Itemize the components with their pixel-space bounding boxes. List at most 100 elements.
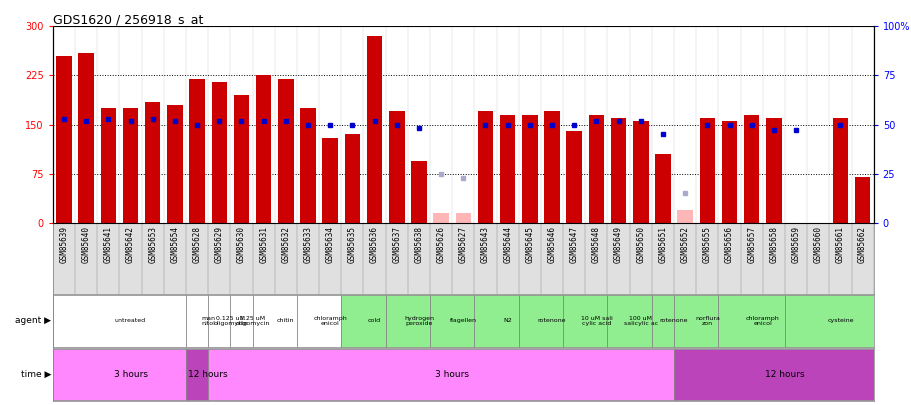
- Text: GSM85639: GSM85639: [59, 226, 68, 263]
- Text: GSM85629: GSM85629: [214, 226, 223, 263]
- Bar: [854, 177, 869, 223]
- Bar: [743, 115, 759, 223]
- Text: cold: cold: [368, 318, 381, 324]
- Bar: [53, 350, 186, 400]
- Text: GDS1620 / 256918_s_at: GDS1620 / 256918_s_at: [53, 13, 203, 26]
- Bar: [433, 213, 448, 223]
- Bar: [699, 118, 714, 223]
- Text: GSM85631: GSM85631: [259, 226, 268, 263]
- Bar: [430, 295, 474, 347]
- Text: 12 hours: 12 hours: [764, 370, 804, 379]
- Text: GSM85651: GSM85651: [658, 226, 667, 263]
- Text: GSM85660: GSM85660: [813, 226, 822, 263]
- Bar: [322, 138, 338, 223]
- Text: N2: N2: [503, 318, 511, 324]
- Text: rotenone: rotenone: [537, 318, 566, 324]
- Bar: [765, 118, 781, 223]
- Bar: [230, 295, 252, 347]
- Text: GSM85637: GSM85637: [392, 226, 401, 263]
- Text: 3 hours: 3 hours: [435, 370, 468, 379]
- Bar: [278, 79, 293, 223]
- Bar: [784, 295, 873, 347]
- Text: GSM85656: GSM85656: [724, 226, 733, 263]
- Bar: [544, 111, 559, 223]
- Bar: [474, 295, 518, 347]
- Bar: [366, 36, 382, 223]
- Bar: [499, 115, 515, 223]
- Bar: [455, 213, 471, 223]
- Text: GSM85628: GSM85628: [192, 226, 201, 263]
- Text: flagellen: flagellen: [449, 318, 476, 324]
- Text: norflura
zon: norflura zon: [694, 315, 719, 326]
- Text: 3 hours: 3 hours: [113, 370, 148, 379]
- Text: 100 uM
salicylic ac: 100 uM salicylic ac: [623, 315, 657, 326]
- Text: GSM85658: GSM85658: [769, 226, 777, 263]
- Text: 0.125 uM
oligomycin: 0.125 uM oligomycin: [213, 315, 247, 326]
- Bar: [78, 53, 94, 223]
- Text: time ▶: time ▶: [21, 370, 51, 379]
- Text: 12 hours: 12 hours: [189, 370, 228, 379]
- Text: GSM85632: GSM85632: [281, 226, 290, 263]
- Bar: [411, 160, 426, 223]
- Text: rotenone: rotenone: [659, 318, 688, 324]
- Text: GSM85647: GSM85647: [569, 226, 578, 263]
- Bar: [673, 350, 873, 400]
- Text: GSM85655: GSM85655: [702, 226, 711, 263]
- Bar: [673, 295, 718, 347]
- Text: agent ▶: agent ▶: [15, 316, 51, 326]
- Bar: [385, 295, 430, 347]
- Bar: [566, 131, 581, 223]
- Bar: [607, 295, 651, 347]
- Text: chloramph
enicol: chloramph enicol: [313, 315, 347, 326]
- Text: 10 uM sali
cylic acid: 10 uM sali cylic acid: [580, 315, 611, 326]
- Text: man
nitol: man nitol: [201, 315, 215, 326]
- Bar: [208, 295, 230, 347]
- Text: GSM85638: GSM85638: [414, 226, 423, 263]
- Bar: [123, 108, 138, 223]
- Bar: [56, 56, 72, 223]
- Text: GSM85630: GSM85630: [237, 226, 246, 263]
- Bar: [211, 82, 227, 223]
- Text: GSM85648: GSM85648: [591, 226, 600, 263]
- Text: GSM85657: GSM85657: [746, 226, 755, 263]
- Bar: [832, 118, 847, 223]
- Bar: [100, 108, 116, 223]
- Bar: [477, 111, 493, 223]
- Bar: [297, 295, 341, 347]
- Text: GSM85662: GSM85662: [857, 226, 866, 263]
- Text: GSM85645: GSM85645: [525, 226, 534, 263]
- Text: GSM85626: GSM85626: [436, 226, 445, 263]
- Bar: [300, 108, 315, 223]
- Text: GSM85661: GSM85661: [835, 226, 844, 263]
- Bar: [389, 111, 404, 223]
- Bar: [167, 105, 182, 223]
- Bar: [186, 295, 208, 347]
- Bar: [610, 118, 626, 223]
- Bar: [53, 295, 186, 347]
- Bar: [145, 102, 160, 223]
- Text: GSM85642: GSM85642: [126, 226, 135, 263]
- Text: untreated: untreated: [115, 318, 146, 324]
- Text: 1.25 uM
oligomycin: 1.25 uM oligomycin: [235, 315, 270, 326]
- Bar: [521, 115, 537, 223]
- Bar: [518, 295, 562, 347]
- Bar: [189, 79, 205, 223]
- Text: chitin: chitin: [277, 318, 294, 324]
- Bar: [651, 295, 673, 347]
- Bar: [341, 295, 385, 347]
- Text: GSM85627: GSM85627: [458, 226, 467, 263]
- Text: hydrogen
peroxide: hydrogen peroxide: [404, 315, 434, 326]
- Bar: [677, 210, 692, 223]
- Text: GSM85633: GSM85633: [303, 226, 312, 263]
- Bar: [344, 134, 360, 223]
- Bar: [632, 121, 648, 223]
- Text: GSM85634: GSM85634: [325, 226, 334, 263]
- Text: chloramph
enicol: chloramph enicol: [745, 315, 779, 326]
- Text: cysteine: cysteine: [826, 318, 853, 324]
- Bar: [233, 95, 249, 223]
- Text: GSM85643: GSM85643: [480, 226, 489, 263]
- Bar: [256, 75, 271, 223]
- Text: GSM85653: GSM85653: [148, 226, 157, 263]
- Text: GSM85644: GSM85644: [503, 226, 512, 263]
- Bar: [186, 350, 208, 400]
